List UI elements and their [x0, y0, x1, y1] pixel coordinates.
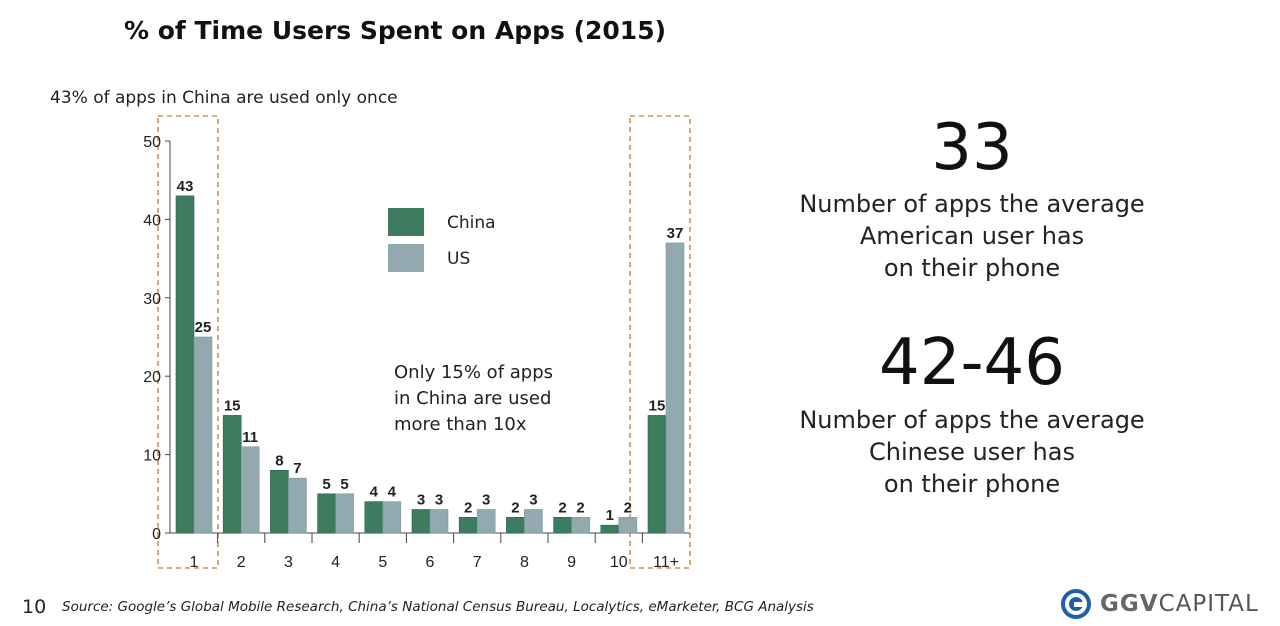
data-label-china-6: 3: [417, 491, 425, 508]
x-tick-label-4: 4: [331, 554, 340, 571]
x-tick-label-9: 9: [567, 554, 576, 571]
stat-china-apps-description: Number of apps the average Chinese user …: [790, 404, 1154, 500]
bar-us-8: [524, 509, 543, 534]
y-tick-label-0: 0: [152, 526, 161, 543]
bar-china-2: [222, 415, 242, 534]
source-note: Source: Google’s Global Mobile Research,…: [62, 599, 814, 615]
y-tick-label-40: 40: [143, 212, 161, 229]
data-label-us-9: 2: [576, 499, 584, 516]
bar-us-7: [476, 509, 496, 534]
data-label-us-8: 3: [529, 491, 537, 508]
y-tick-label-50: 50: [143, 134, 161, 151]
data-label-china-7: 2: [464, 499, 472, 516]
stat-china-desc-line-2: Chinese user has: [869, 438, 1075, 466]
bar-us-1: [193, 336, 213, 534]
stat-us-desc-line-3: on their phone: [883, 254, 1061, 282]
x-tick-label-10: 10: [610, 554, 628, 571]
data-label-china-11+: 15: [649, 397, 666, 414]
stat-us-apps-description: Number of apps the average American user…: [790, 188, 1154, 284]
bar-china-3: [270, 469, 289, 534]
stat-us-desc-line-1: Number of apps the average: [799, 190, 1145, 218]
legend-label-us: US: [447, 249, 470, 269]
legend-swatch-us: [388, 244, 424, 272]
y-tick-label-20: 20: [143, 369, 161, 386]
chart-annotation-mid-line-1: Only 15% of apps: [394, 362, 553, 383]
bar-us-4: [335, 493, 354, 534]
logo-text-bold: GGV: [1100, 591, 1159, 617]
data-label-us-10: 2: [624, 499, 632, 516]
data-label-us-2: 11: [242, 429, 258, 446]
bar-us-11+: [665, 242, 685, 534]
bar-china-6: [411, 509, 431, 534]
legend-swatch-china: [388, 208, 424, 236]
x-tick-label-11+: 11+: [653, 554, 679, 571]
bar-us-9: [571, 517, 590, 534]
data-label-china-4: 5: [322, 476, 330, 493]
stat-china-desc-line-1: Number of apps the average: [799, 406, 1145, 434]
bar-us-2: [240, 446, 260, 534]
data-label-china-2: 15: [224, 397, 241, 414]
bar-china-8: [506, 517, 525, 534]
bar-china-4: [317, 493, 336, 534]
logo-text-rest: CAPITAL: [1158, 591, 1259, 617]
data-label-china-8: 2: [511, 499, 519, 516]
chart-title: % of Time Users Spent on Apps (2015): [123, 16, 667, 45]
data-label-china-5: 4: [370, 484, 379, 501]
data-label-us-5: 4: [388, 484, 397, 501]
stat-us-desc-line-2: American user has: [859, 222, 1085, 250]
data-label-us-4: 5: [340, 476, 348, 493]
data-label-us-3: 7: [293, 460, 301, 477]
ggv-logo-icon: [1061, 589, 1091, 619]
stat-china-apps-number: 42-46: [879, 326, 1065, 400]
data-label-us-11+: 37: [667, 225, 684, 242]
bar-us-6: [429, 509, 449, 534]
chart-annotation-top: 43% of apps in China are used only once: [50, 88, 398, 108]
data-label-us-7: 3: [482, 491, 490, 508]
bar-china-10: [600, 524, 620, 534]
ggv-capital-logo: GGVCAPITAL: [1060, 588, 1259, 620]
bar-china-7: [458, 517, 478, 534]
bar-china-1: [175, 195, 195, 534]
highlight-box-1: [157, 115, 219, 569]
x-tick-label-8: 8: [520, 554, 529, 571]
x-tick-label-6: 6: [426, 554, 435, 571]
x-tick-label-1: 1: [190, 554, 199, 571]
stat-china-desc-line-3: on their phone: [883, 470, 1061, 498]
legend-label-china: China: [447, 213, 496, 233]
y-tick-label-30: 30: [143, 291, 161, 308]
x-tick-label-3: 3: [284, 554, 293, 571]
data-label-us-1: 25: [195, 319, 212, 336]
x-tick-label-2: 2: [237, 554, 246, 571]
bar-china-11+: [647, 415, 667, 534]
data-label-us-6: 3: [435, 491, 443, 508]
data-label-china-9: 2: [558, 499, 566, 516]
slide-number: 10: [22, 596, 47, 618]
x-tick-label-7: 7: [473, 554, 482, 571]
data-label-china-1: 43: [177, 178, 194, 195]
data-label-china-10: 1: [606, 507, 614, 524]
stat-us-apps-number: 33: [931, 111, 1013, 185]
bar-us-3: [288, 477, 307, 534]
x-tick-label-5: 5: [378, 554, 387, 571]
chart-annotation-mid-line-3: more than 10x: [394, 414, 527, 435]
logo-text: GGVCAPITAL: [1100, 591, 1259, 617]
bar-us-10: [618, 517, 638, 534]
highlight-box-11+: [629, 115, 691, 569]
bar-us-5: [382, 501, 402, 534]
chart-annotation-mid-line-2: in China are used: [394, 388, 551, 409]
data-label-china-3: 8: [275, 452, 283, 469]
bar-china-5: [364, 501, 384, 534]
y-tick-label-10: 10: [143, 448, 161, 465]
bar-china-9: [553, 517, 572, 534]
